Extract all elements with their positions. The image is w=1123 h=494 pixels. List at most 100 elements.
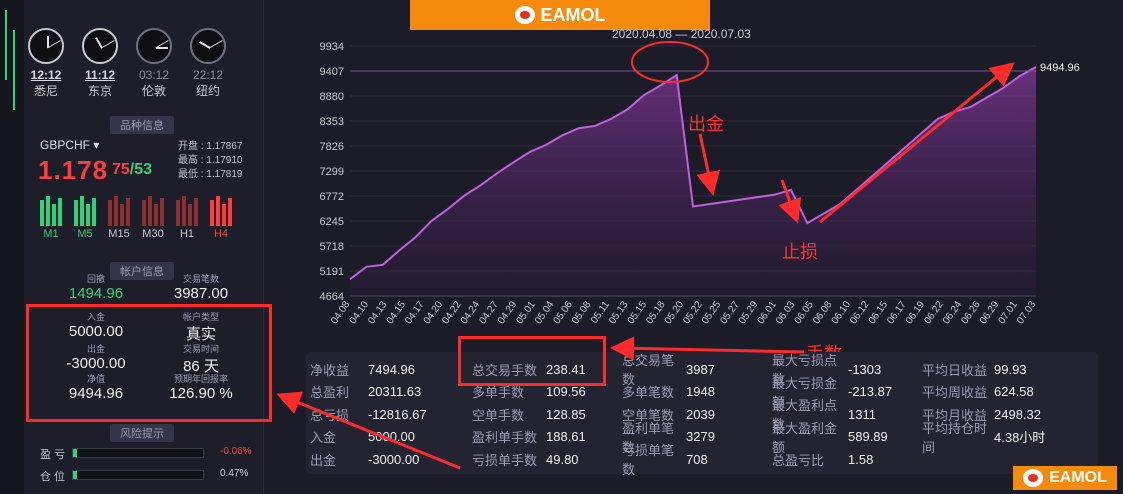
stat-value: 1.58 [848,451,874,467]
price-tail: 75/53 [112,161,152,179]
stat-value: 1948 [686,384,715,400]
left-edge-strip [0,0,24,494]
signal-bars [38,192,64,226]
stats-column: 净收益 7494.96 总盈利 20311.63 总亏损 -12816.67 入金 5000.… [310,358,427,471]
deposit-value: 5000.00 [68,323,124,340]
clock: 12:12 悉尼 [24,28,68,99]
y-tick-label: 6772 [320,191,344,203]
withdraw-value: -3000.00 [66,355,126,372]
risk-section-tab[interactable]: 风险提示 [110,424,174,442]
clock-time: 11:12 [84,68,116,82]
trades-label: 交易笔数 [182,274,219,284]
stat-label: 盈利单笔数 [622,420,675,455]
brand-logo-bottom: EAMOL [1013,466,1117,490]
timeframe-m15[interactable]: M15 [106,192,132,240]
price-tail-green: 53 [134,161,153,178]
risk-value: -0.06% [220,446,252,457]
stat-value: -1303 [848,361,882,377]
stat-row: 最大盈利点数 1311 [772,398,892,432]
logo-text-bottom: EAMOL [1049,469,1107,486]
stat-value: -12816.67 [368,406,427,422]
stat-value: -213.87 [848,384,893,400]
stat-value: -3000.00 [368,451,420,467]
drawdown-label: 回撤 [86,274,105,284]
price-tail-red: 75 [112,161,130,178]
stat-value: 1311 [848,406,876,422]
logo-icon-bottom [1023,469,1044,487]
timeframe-h1[interactable]: H1 [174,192,200,240]
symbol-section-tab[interactable]: 品种信息 [110,116,174,134]
stat-label: 平均月收益 [922,407,988,423]
stat-label: 亏损单笔数 [622,443,675,478]
highlight-box-account [26,304,272,422]
clock-city: 伦敦 [141,84,166,98]
price-sep: / [129,161,135,178]
stat-label: 净收益 [310,362,350,378]
clock: 03:12 伦敦 [132,28,176,99]
clock-city: 悉尼 [33,84,58,98]
symbol-selector[interactable]: GBPCHF ▾ [40,138,99,152]
clock-time: 03:12 [138,68,170,82]
stat-value: 7494.96 [368,361,415,377]
risk-label: 盈 亏 [40,449,66,461]
signal-bars [174,192,200,226]
equity-value: 9494.96 [68,385,124,402]
stat-row: 盈利单笔数 3279 [622,421,715,455]
y-tick-label: 5191 [320,266,344,278]
stat-row: 亏损单笔数 708 [622,443,715,477]
stat-row: 总亏损 -12816.67 [310,403,427,426]
high-price: 最高 : 1.17910 [178,155,243,166]
stat-row: 多单笔数 1948 [622,381,715,404]
timeframe-label: M30 [142,228,164,240]
stat-row: 最大盈利金额 589.89 [772,421,892,455]
clock-face-icon [28,28,64,64]
stat-row: 总盈亏比 1.58 [772,448,892,471]
y-tick-label: 8353 [320,116,344,128]
annotation-withdraw: 出金 [688,114,724,134]
stat-label: 总盈利 [310,385,350,401]
stat-value: 99.93 [994,361,1027,377]
annotation-stoploss: 止损 [782,242,818,262]
brand-logo-top: EAMOL [410,0,710,30]
world-clocks: 12:12 悉尼 11:12 东京 03:12 伦敦 22:12 纽约 [24,28,230,99]
trading-time-cell: 交易时间 86 天 [151,342,251,376]
stat-label: 盈利单手数 [472,430,538,446]
stat-value: 3987 [686,361,715,377]
stat-row: 平均日收益 99.93 [922,358,1045,381]
stat-row: 空单手数 128.85 [472,403,586,426]
clock-face-icon [136,28,172,64]
timeframe-label: M5 [77,228,93,240]
ohlc-info: 开盘 : 1.17867 最高 : 1.17910 最低 : 1.17819 [178,140,242,182]
stat-label: 总亏损 [310,407,350,423]
withdraw-cell: 出金 -3000.00 [46,342,146,372]
stat-row: 亏损单手数 49.80 [472,448,586,471]
timeframe-label: M1 [43,228,59,240]
chart-date-range: 2020.04.08 — 2020.07.03 [612,27,751,41]
timeframe-m30[interactable]: M30 [140,192,166,240]
stat-label: 空单手数 [472,407,525,423]
timeframe-h4[interactable]: H4 [208,192,234,240]
trading-time-value: 86 天 [183,358,219,375]
y-tick-label: 9407 [320,66,344,78]
timeframe-m5[interactable]: M5 [72,192,98,240]
y-tick-label: 9934 [320,41,344,53]
equity-chart: 4664 5191 5718 6245 6772 7299 7826 8353 8880 9407… [320,41,1080,326]
deposit-label: 入金 [86,312,105,322]
risk-label: 仓 位 [40,471,66,483]
stat-row: 盈利单手数 188.61 [472,426,586,449]
stats-column: 总交易手数 238.41 多单手数 109.56 空单手数 128.85 盈利单手数 188.… [472,358,586,471]
stats-column: 平均日收益 99.93 平均周收益 624.58 平均月收益 2498.32 平均持仓时间 4… [922,358,1045,455]
stat-label: 最大亏损点数 [772,353,838,388]
trades-value: 3987.00 [173,285,229,302]
x-tick-label: 05.08 [570,299,594,326]
account-section-tab[interactable]: 帐户信息 [110,262,174,280]
stat-label: 多单手数 [472,385,525,401]
logo-text: EAMOL [540,4,606,25]
trading-time-label: 交易时间 [182,344,219,354]
signal-bars [140,192,166,226]
drawdown-cell: 回撤 1494.96 [46,272,146,302]
timeframe-label: M15 [108,228,130,240]
timeframe-m1[interactable]: M1 [38,192,64,240]
signal-bars [72,192,98,226]
chevron-down-icon: ▾ [93,138,100,152]
